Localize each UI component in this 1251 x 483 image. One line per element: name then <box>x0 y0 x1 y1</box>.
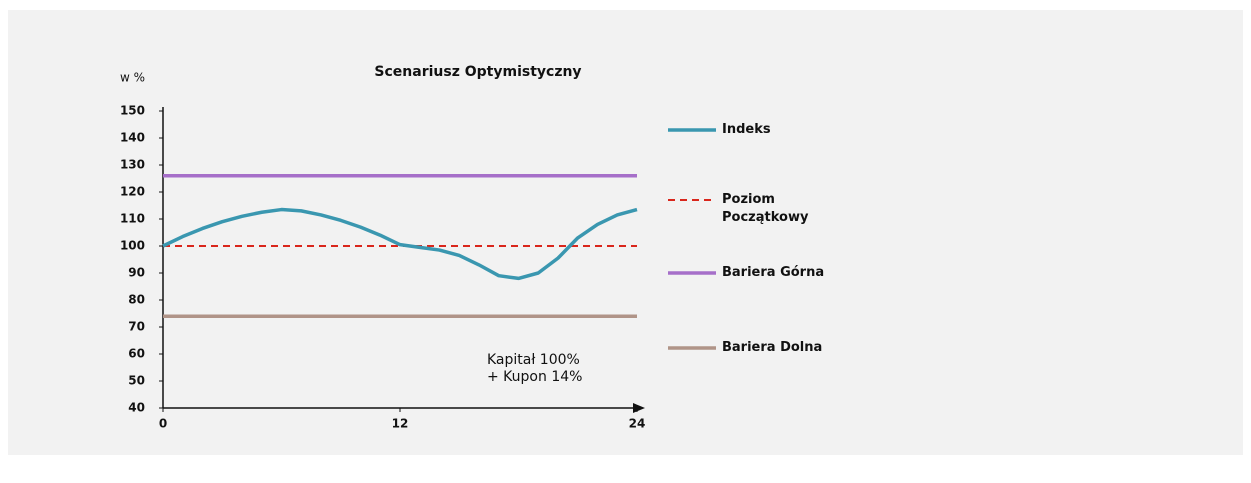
legend-label: Bariera Górna <box>722 265 825 280</box>
legend-label: Bariera Dolna <box>722 340 823 355</box>
y-tick-label: 50 <box>128 374 145 388</box>
legend-label: Poziom Początkowy <box>722 192 809 225</box>
y-tick-label: 60 <box>128 347 145 361</box>
y-tick-label: 40 <box>128 401 145 415</box>
panel <box>8 10 1243 455</box>
annotation: Kapitał 100% <box>487 352 580 368</box>
x-tick-label: 0 <box>159 417 167 431</box>
y-tick-label: 80 <box>128 293 145 307</box>
chart-title: Scenariusz Optymistyczny <box>374 64 581 80</box>
x-tick-label: 12 <box>392 417 409 431</box>
y-tick-label: 140 <box>120 131 145 145</box>
x-tick-label: 24 <box>629 417 646 431</box>
series-line <box>162 207 638 281</box>
y-axis-label: w % <box>120 71 145 85</box>
y-tick-label: 100 <box>120 239 145 253</box>
y-tick-label: 130 <box>120 158 145 172</box>
y-tick-label: 90 <box>128 266 145 280</box>
legend-label: Indeks <box>722 122 771 137</box>
x-axis-arrow <box>633 403 645 413</box>
annotation: + Kupon 14% <box>487 369 582 385</box>
y-tick-label: 150 <box>120 104 145 118</box>
y-tick-label: 70 <box>128 320 145 334</box>
y-tick-label: 110 <box>120 212 145 226</box>
y-tick-label: 120 <box>120 185 145 199</box>
